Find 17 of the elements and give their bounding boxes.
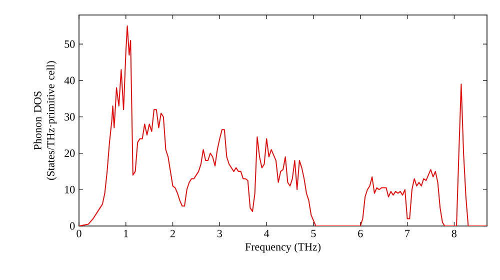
x-tick-label: 4 xyxy=(264,230,270,238)
y-tick-label: 40 xyxy=(64,76,75,84)
x-tick-label: 1 xyxy=(124,230,128,238)
y-tick-label: 10 xyxy=(65,186,75,194)
y-tick-label: 0 xyxy=(70,222,75,230)
x-tick-label: 6 xyxy=(358,230,363,238)
x-tick-label: 2 xyxy=(170,230,175,238)
y-tick-label: 30 xyxy=(64,113,75,121)
x-axis-title: Frequency (THz) xyxy=(245,242,321,253)
y-axis-title: Phonon DOS (States/THz·primitive cell) xyxy=(34,61,57,180)
x-tick-label: 0 xyxy=(76,230,82,238)
y-tick-label: 20 xyxy=(64,150,75,157)
x-tick-label: 7 xyxy=(405,230,410,238)
x-tick-label: 5 xyxy=(311,230,316,238)
y-tick-label: 50 xyxy=(64,40,75,48)
x-tick-label: 3 xyxy=(217,230,222,238)
x-tick-label: 8 xyxy=(452,230,456,238)
